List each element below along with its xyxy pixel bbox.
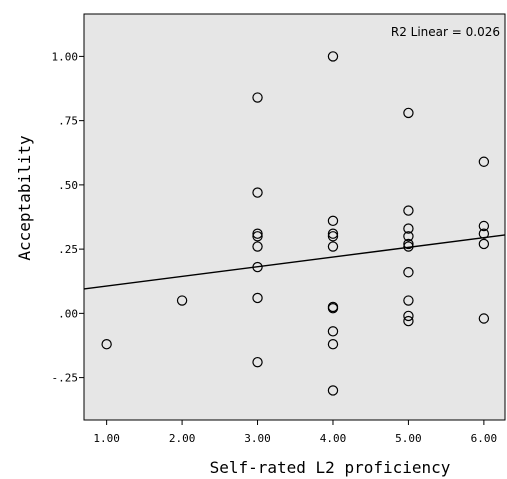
- data-point: [327, 385, 339, 396]
- data-point: [252, 241, 263, 252]
- r2-annotation: R2 Linear = 0.026: [391, 25, 500, 39]
- x-tick-label: 4.00: [320, 432, 347, 445]
- data-point: [403, 231, 414, 242]
- plot-area: [83, 13, 506, 421]
- x-tick-label: 5.00: [395, 432, 422, 445]
- x-tick-label: 2.00: [169, 432, 196, 445]
- data-point: [403, 223, 414, 234]
- data-point: [176, 295, 188, 306]
- data-point: [478, 228, 490, 239]
- points-group: [101, 51, 490, 396]
- data-point: [327, 51, 339, 62]
- data-point: [403, 295, 414, 306]
- y-axis-title: Acceptability: [15, 135, 34, 261]
- data-point: [403, 107, 414, 119]
- x-tick-label: 6.00: [471, 432, 498, 445]
- data-point: [252, 231, 263, 242]
- data-point: [252, 92, 263, 103]
- data-point: [327, 338, 339, 350]
- data-point: [478, 313, 490, 324]
- data-point: [252, 187, 263, 198]
- data-point: [252, 292, 263, 304]
- x-tick-label: 1.00: [93, 432, 120, 445]
- data-point: [403, 241, 414, 252]
- data-point: [327, 231, 339, 242]
- data-point: [478, 156, 490, 167]
- data-point: [327, 241, 339, 252]
- y-tick-label: -.25: [52, 372, 79, 385]
- y-tick-label: 1.00: [52, 50, 79, 63]
- fit-line-group: [83, 234, 506, 290]
- y-tick-label: .50: [58, 179, 78, 192]
- data-point: [403, 310, 414, 322]
- data-point: [403, 205, 414, 216]
- data-point: [252, 356, 263, 368]
- x-axis-title: Self-rated L2 proficiency: [210, 458, 451, 477]
- data-point: [478, 238, 490, 250]
- linear-fit-line: [83, 234, 506, 290]
- y-tick-label: .75: [58, 115, 78, 128]
- data-point: [403, 315, 414, 327]
- data-point: [403, 238, 414, 250]
- x-axis-ticks: 1.00 2.00 3.00 4.00 5.00 6.00: [93, 420, 497, 445]
- y-tick-label: .00: [58, 307, 78, 320]
- x-tick-label: 3.00: [244, 432, 271, 445]
- y-tick-label: .25: [58, 243, 78, 256]
- data-point: [478, 220, 490, 232]
- y-axis-ticks: 1.00 .75 .50 .25 .00 -.25: [52, 50, 84, 385]
- data-point: [327, 228, 339, 239]
- data-point: [101, 338, 112, 350]
- data-point: [252, 228, 263, 239]
- data-point: [252, 261, 263, 273]
- data-point: [327, 326, 339, 337]
- data-point: [327, 215, 339, 227]
- data-point: [403, 267, 414, 278]
- data-point: [327, 303, 339, 314]
